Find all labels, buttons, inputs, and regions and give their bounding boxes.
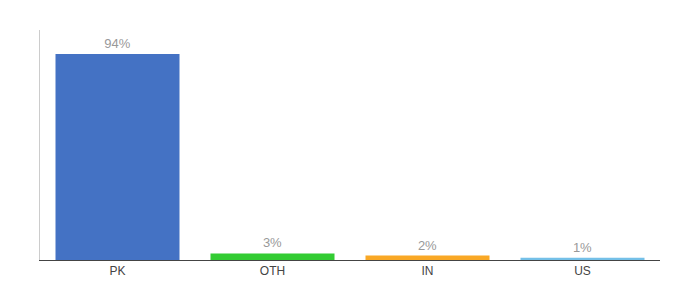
svg-text:2%: 2%: [418, 238, 437, 253]
svg-text:US: US: [574, 264, 591, 278]
svg-text:3%: 3%: [263, 235, 282, 250]
svg-text:IN: IN: [422, 264, 434, 278]
svg-text:PK: PK: [109, 264, 125, 278]
svg-text:OTH: OTH: [260, 264, 285, 278]
svg-text:1%: 1%: [573, 240, 592, 255]
svg-text:94%: 94%: [104, 36, 130, 51]
